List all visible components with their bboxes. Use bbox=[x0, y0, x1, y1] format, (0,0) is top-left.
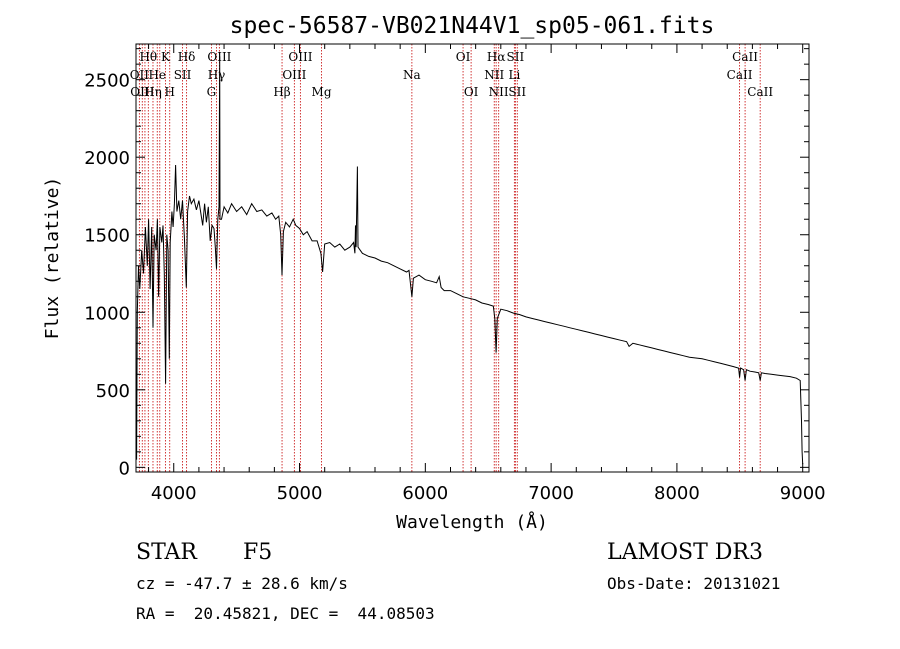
line-label-29: CaII bbox=[747, 85, 773, 99]
line-label-8: H bbox=[164, 85, 174, 99]
y-axis: 0 500 1000 1500 2000 2500 bbox=[84, 48, 809, 479]
line-label-21: NII bbox=[484, 68, 504, 82]
y-tick-label-4: 2000 bbox=[84, 148, 130, 169]
line-label-3: Hθ bbox=[139, 50, 157, 64]
line-label-23: NII bbox=[489, 85, 509, 99]
observation-date: Obs-Date: 20131021 bbox=[607, 574, 781, 593]
line-label-4: Hη bbox=[144, 85, 162, 99]
x-tick-label-2: 6000 bbox=[402, 483, 448, 504]
y-tick-label-2: 1000 bbox=[84, 303, 130, 324]
y-tick-label-3: 1500 bbox=[84, 226, 130, 247]
line-label-14: Hβ bbox=[273, 85, 290, 99]
line-label-20: OI bbox=[464, 85, 479, 99]
x-tick-label-3: 7000 bbox=[528, 483, 574, 504]
line-label-12: Hγ bbox=[208, 68, 226, 82]
line-label-26: SII bbox=[508, 85, 526, 99]
line-label-15: OIII bbox=[282, 68, 306, 82]
line-label-17: Mg bbox=[312, 85, 332, 99]
line-label-0: OII bbox=[130, 68, 150, 82]
x-axis-label: Wavelength (Å) bbox=[396, 511, 548, 533]
spectral-line-markers bbox=[138, 44, 761, 472]
line-label-18: Na bbox=[403, 68, 421, 82]
spectrum-series-line bbox=[135, 56, 804, 465]
line-label-11: G bbox=[207, 85, 217, 99]
object-subclass: F5 bbox=[243, 540, 273, 565]
line-label-7: K bbox=[161, 50, 171, 64]
x-tick-label-0: 4000 bbox=[151, 483, 197, 504]
chart-title: spec-56587-VB021N44V1_sp05-061.fits bbox=[230, 13, 715, 39]
x-tick-label-4: 8000 bbox=[654, 483, 700, 504]
line-label-19: OI bbox=[456, 50, 471, 64]
line-label-28: CaII bbox=[732, 50, 758, 64]
object-class: STAR bbox=[136, 540, 197, 565]
x-tick-label-5: 9000 bbox=[780, 483, 826, 504]
coordinates: RA = 20.45821, DEC = 44.08503 bbox=[136, 604, 435, 623]
y-tick-label-5: 2500 bbox=[84, 71, 130, 92]
redshift-velocity: cz = -47.7 ± 28.6 km/s bbox=[136, 574, 348, 593]
plot-frame bbox=[135, 43, 810, 473]
survey-name: LAMOST DR3 bbox=[607, 540, 763, 565]
line-label-24: Li bbox=[508, 68, 520, 82]
y-axis-label: Flux (relative) bbox=[42, 177, 63, 340]
x-axis: 4000 5000 6000 7000 8000 9000 bbox=[148, 44, 826, 504]
y-tick-label-0: 0 bbox=[119, 458, 130, 479]
line-label-27: CaII bbox=[727, 68, 753, 82]
line-label-10: Hδ bbox=[178, 50, 196, 64]
spectral-line-labels: OIIOIIIHθHηHeKHSIIHδGHγOIIIHβOIIIOIIIMgN… bbox=[130, 50, 774, 99]
line-label-25: SII bbox=[507, 50, 525, 64]
line-label-5: He bbox=[148, 68, 166, 82]
line-label-16: OIII bbox=[288, 50, 312, 64]
y-tick-label-1: 500 bbox=[96, 381, 130, 402]
spectrum-chart: spec-56587-VB021N44V1_sp05-061.fits OII O… bbox=[42, 13, 826, 533]
line-label-22: Hα bbox=[487, 50, 506, 64]
x-tick-label-1: 5000 bbox=[277, 483, 323, 504]
line-label-9: SII bbox=[174, 68, 192, 82]
